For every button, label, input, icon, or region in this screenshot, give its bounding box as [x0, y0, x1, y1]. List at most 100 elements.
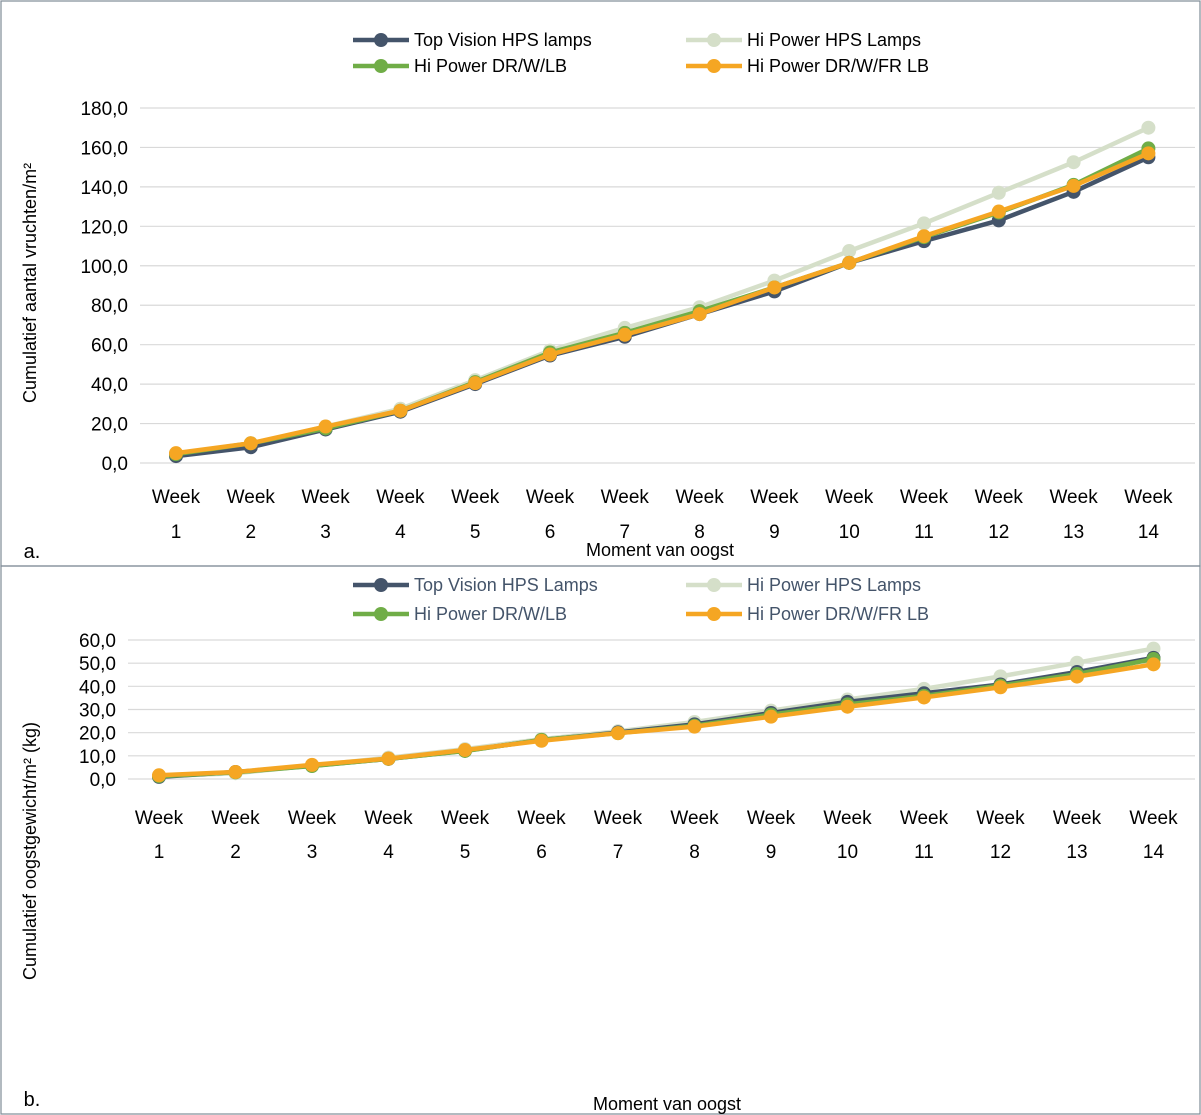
- y-axis-title: Cumulatief aantal vruchten/m²: [20, 163, 40, 403]
- data-point: [687, 719, 702, 734]
- y-tick-label: 20,0: [79, 724, 116, 745]
- x-tick-label: 1: [154, 842, 165, 863]
- y-tick-label: 30,0: [79, 701, 116, 722]
- x-tick-label: 12: [988, 522, 1009, 543]
- x-tick-label: Week: [825, 487, 874, 508]
- series-line: [173, 151, 1151, 456]
- data-point: [152, 768, 166, 783]
- x-tick-label: 11: [914, 522, 934, 543]
- x-tick-label: 11: [914, 842, 934, 863]
- data-point: [617, 327, 632, 342]
- x-tick-label: Week: [747, 808, 796, 829]
- data-point: [764, 709, 778, 724]
- series-line: [156, 646, 1156, 779]
- legend-label: Hi Power DR/W/FR LB: [747, 604, 929, 624]
- x-tick-label: Week: [517, 808, 566, 829]
- y-tick-label: 50,0: [79, 654, 116, 675]
- x-tick-label: Week: [441, 808, 490, 829]
- legend-label: Hi Power HPS Lamps: [747, 575, 921, 595]
- x-tick-label: 5: [460, 842, 471, 863]
- y-tick-label: 0,0: [102, 454, 128, 475]
- data-point: [1070, 669, 1084, 684]
- y-axis-title: Cumulatief oogstgewicht/m² (kg): [20, 722, 40, 980]
- data-point: [1066, 155, 1081, 170]
- data-point: [692, 307, 707, 322]
- data-point: [169, 446, 183, 461]
- data-point: [991, 204, 1006, 219]
- x-tick-label: Week: [675, 487, 724, 508]
- x-tick-label: Week: [1053, 808, 1102, 829]
- data-point: [228, 765, 243, 780]
- x-tick-label: 8: [694, 522, 705, 543]
- y-tick-label: 20,0: [91, 415, 128, 436]
- x-tick-label: Week: [376, 487, 425, 508]
- x-tick-label: Week: [526, 487, 575, 508]
- y-tick-label: 160,0: [80, 138, 128, 159]
- panel-a-chart: 0,0 20,0 40,0 60,0 80,0 100,0 120,0 140,0 160,0 1…: [20, 30, 1195, 563]
- data-point: [842, 243, 857, 258]
- x-tick-label: 14: [1138, 522, 1160, 543]
- x-tick-label: Week: [976, 808, 1025, 829]
- legend-label: Hi Power HPS Lamps: [747, 30, 921, 50]
- series-line: [173, 155, 1151, 459]
- data-point: [917, 216, 931, 231]
- data-point: [767, 280, 782, 295]
- x-tick-label: 14: [1143, 842, 1165, 863]
- legend-marker: [707, 607, 721, 621]
- panel-b-chart: 0,010,020,030,0 40,050,060,0 Week 1 Week 2 Wee…: [20, 575, 1195, 1114]
- x-tick-label: Week: [227, 487, 276, 508]
- x-tick-label: Week: [1049, 487, 1098, 508]
- x-tick-label: Week: [750, 487, 799, 508]
- x-tick-label: 7: [613, 842, 624, 863]
- x-tick-label: 6: [545, 522, 556, 543]
- y-tick-label: 10,0: [79, 747, 116, 768]
- x-tick-label: 3: [307, 842, 318, 863]
- x-tick-label: Week: [823, 808, 872, 829]
- data-point: [1146, 657, 1161, 672]
- y-tick-label: 60,0: [91, 336, 128, 357]
- x-tick-label: Week: [594, 808, 643, 829]
- data-point: [991, 185, 1006, 200]
- legend-marker: [374, 59, 388, 73]
- x-tick-label: Week: [1129, 808, 1178, 829]
- data-point: [468, 376, 483, 391]
- x-tick-label: Week: [670, 808, 719, 829]
- x-axis-title: Moment van oogst: [586, 540, 734, 560]
- data-point: [842, 255, 857, 270]
- legend-marker: [374, 578, 388, 592]
- x-tick-label: 4: [395, 522, 406, 543]
- legend-marker: [707, 578, 721, 592]
- data-point: [917, 229, 931, 244]
- legend-label: Top Vision HPS Lamps: [414, 575, 598, 595]
- x-tick-label: 12: [990, 842, 1011, 863]
- x-tick-label: 4: [383, 842, 394, 863]
- panel-label: b.: [24, 1089, 41, 1111]
- x-tick-label: 5: [470, 522, 481, 543]
- x-tick-label: Week: [975, 487, 1024, 508]
- x-tick-label: Week: [900, 808, 949, 829]
- data-point: [917, 690, 931, 705]
- data-point: [318, 419, 333, 434]
- x-tick-label: 8: [689, 842, 700, 863]
- y-tick-label: 40,0: [79, 677, 116, 698]
- x-tick-label: 2: [230, 842, 241, 863]
- legend-label: Hi Power DR/W/LB: [414, 56, 567, 76]
- x-tick-label: Week: [601, 487, 650, 508]
- x-tick-label: 2: [246, 522, 257, 543]
- legend-marker: [374, 33, 388, 47]
- x-tick-label: Week: [1124, 487, 1173, 508]
- panel-a-frame: [0, 0, 1201, 567]
- series-line: [173, 125, 1151, 457]
- x-tick-label: 3: [320, 522, 331, 543]
- legend-label: Top Vision HPS lamps: [414, 30, 592, 50]
- y-tick-label: 180,0: [80, 99, 128, 120]
- data-point: [243, 436, 258, 451]
- panel-b-frame: [0, 565, 1201, 1115]
- series-line: [156, 662, 1156, 778]
- data-point: [393, 403, 408, 418]
- x-tick-label: 6: [536, 842, 547, 863]
- panel-label: a.: [24, 541, 41, 563]
- data-point: [543, 347, 557, 362]
